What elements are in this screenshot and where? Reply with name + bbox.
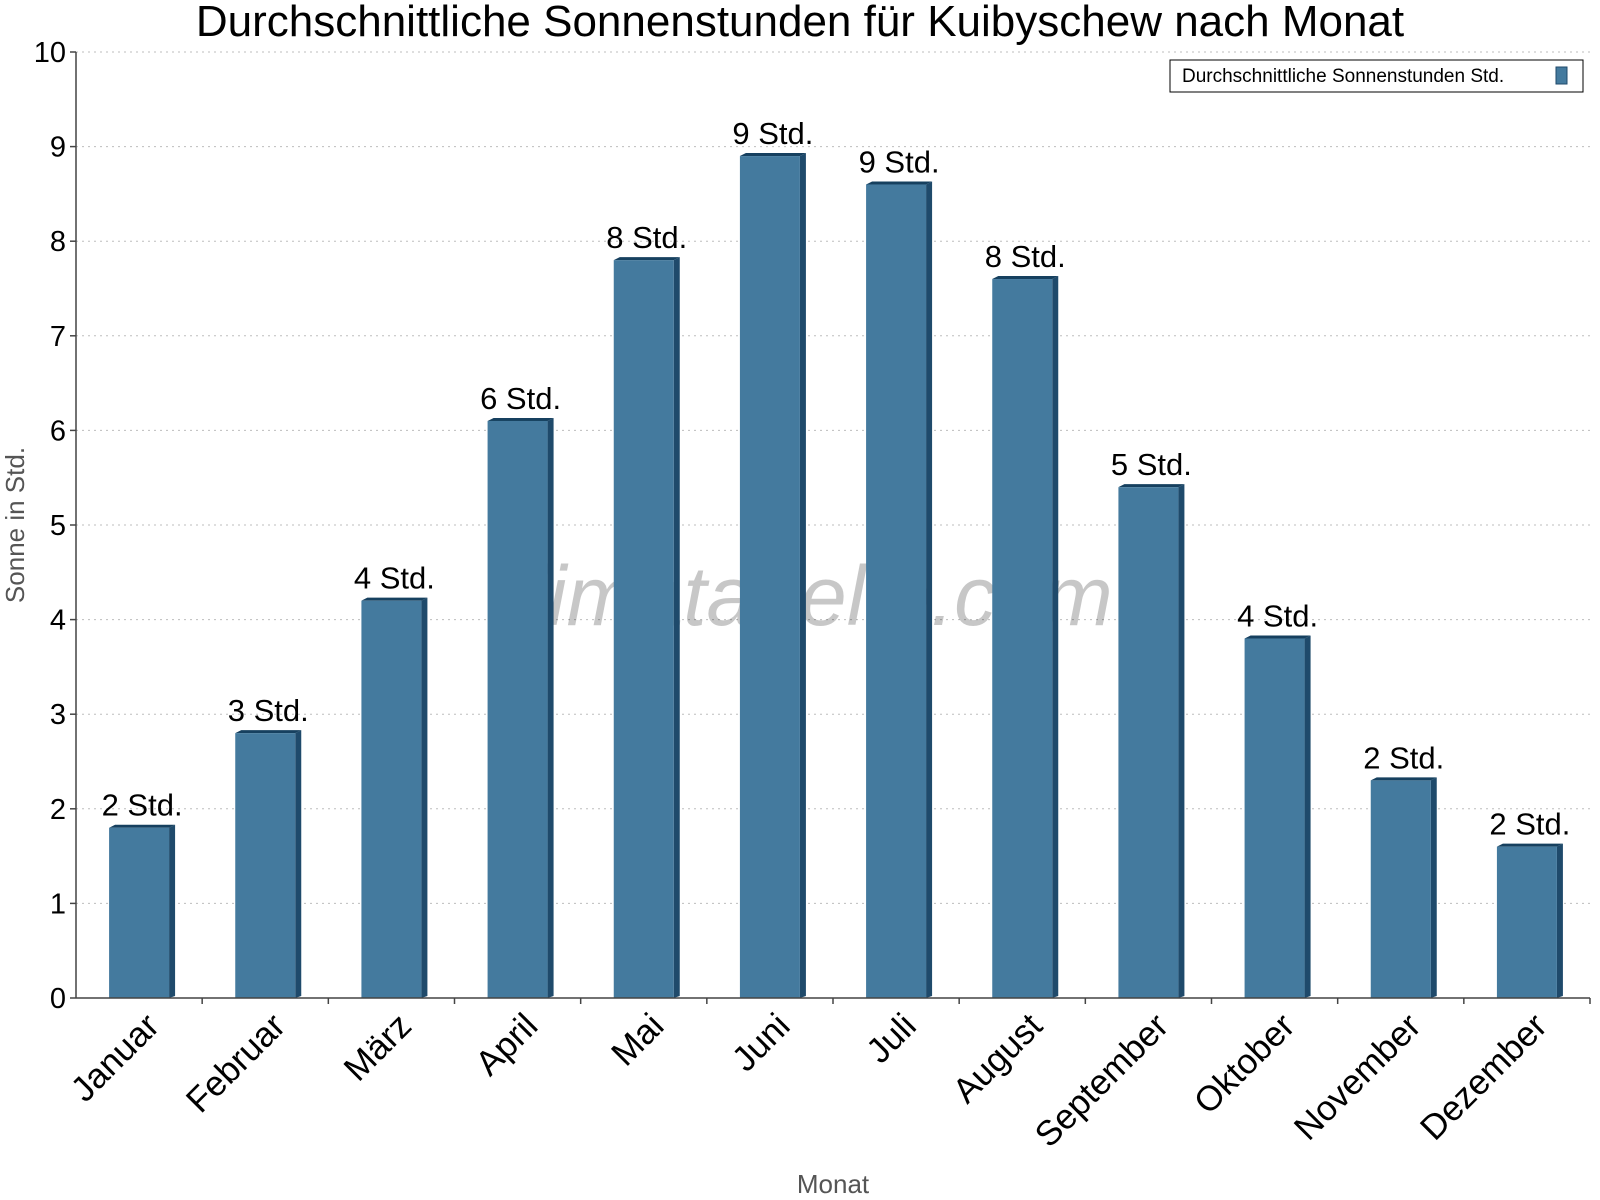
chart-title: Durchschnittliche Sonnenstunden für Kuib… [196, 0, 1404, 46]
bar-front [235, 733, 296, 998]
x-tick-label: Februar [179, 1006, 293, 1120]
bar-front [487, 420, 548, 998]
bar-1 [235, 730, 302, 998]
bar-top [1118, 484, 1185, 488]
x-axis-title: Monat [797, 1169, 870, 1199]
bar-10 [1370, 777, 1437, 998]
bar-top [1496, 843, 1563, 847]
data-label: 8 Std. [985, 239, 1066, 274]
data-label: 9 Std. [859, 144, 940, 179]
x-tick-label: Januar [63, 1006, 166, 1109]
bar-side [673, 257, 680, 998]
data-label: 3 Std. [228, 693, 309, 728]
bar-side [926, 181, 933, 998]
legend: Durchschnittliche Sonnenstunden Std. [1169, 59, 1584, 93]
x-tick-label: Dezember [1413, 1006, 1555, 1148]
x-tick-label: März [336, 1006, 419, 1089]
bar-side [1178, 484, 1185, 998]
y-tick-label: 2 [50, 794, 66, 826]
bar-front [1244, 638, 1305, 998]
bar-top [739, 153, 806, 157]
y-tick-label: 4 [50, 605, 66, 637]
x-tick-label: November [1287, 1006, 1429, 1148]
bar-4 [613, 257, 680, 998]
data-label: 5 Std. [1111, 447, 1192, 482]
bar-6 [866, 181, 933, 998]
bar-9 [1244, 635, 1311, 998]
bar-side [1304, 635, 1311, 998]
bar-top [1370, 777, 1437, 781]
bar-side [547, 417, 554, 998]
bar-side [1556, 843, 1563, 998]
bar-5 [739, 153, 806, 998]
bar-side [1052, 276, 1059, 998]
bar-front [866, 184, 927, 998]
bar-top [866, 181, 933, 185]
bar-front [1370, 780, 1431, 998]
bar-top [1244, 635, 1311, 639]
x-tick-label: September [1027, 1006, 1176, 1155]
bar-2 [361, 597, 428, 998]
bar-front [109, 827, 170, 998]
bar-side [1430, 777, 1437, 998]
bar-top [613, 257, 680, 261]
y-tick-label: 9 [50, 132, 66, 164]
bar-top [487, 417, 554, 421]
data-label: 2 Std. [102, 788, 183, 823]
bar-front [739, 156, 800, 998]
bar-3 [487, 417, 554, 998]
bar-side [295, 730, 302, 998]
y-tick-label: 3 [50, 699, 66, 731]
bar-front [1496, 846, 1557, 998]
bar-11 [1496, 843, 1563, 998]
data-label: 2 Std. [1363, 740, 1444, 775]
bar-0 [109, 824, 176, 998]
bar-side [169, 824, 176, 998]
x-tick-label: Juli [859, 1006, 924, 1071]
y-tick-label: 10 [34, 37, 66, 69]
bar-side [421, 597, 428, 998]
bar-front [1118, 487, 1179, 998]
x-tick-label: April [468, 1006, 545, 1083]
bar-top [235, 730, 302, 734]
x-tick-label: Mai [604, 1006, 671, 1073]
data-label: 4 Std. [354, 561, 435, 596]
legend-swatch [1555, 66, 1568, 85]
y-tick-label: 6 [50, 415, 66, 447]
x-axis-ticks: Januar Februar März April Mai Juni Juli AugustS… [63, 998, 1591, 1155]
bar-side [799, 153, 806, 998]
data-label: 2 Std. [1489, 807, 1570, 842]
bars [109, 153, 1563, 998]
bar-top [109, 824, 176, 828]
data-label: 8 Std. [606, 220, 687, 255]
y-tick-label: 5 [50, 510, 66, 542]
y-tick-label: 0 [50, 983, 66, 1015]
data-label: 4 Std. [1237, 599, 1318, 634]
bar-top [361, 597, 428, 601]
grid-lines [76, 51, 1590, 904]
data-label: 9 Std. [732, 116, 813, 151]
y-tick-label: 7 [50, 321, 66, 353]
data-labels: 2 Std. 3 Std. 4 Std. 6 Std. 8 Std. 9 Std. 9 St… [102, 116, 1571, 842]
y-axis-ticks: 0 1 2 3 4 5 6 7 8 9 10 [34, 37, 76, 1015]
y-tick-label: 1 [50, 888, 66, 920]
data-label: 6 Std. [480, 381, 561, 416]
legend-label: Durchschnittliche Sonnenstunden Std. [1182, 66, 1504, 87]
x-tick-label: Juni [725, 1006, 798, 1079]
y-tick-label: 8 [50, 226, 66, 258]
x-tick-label: Oktober [1187, 1006, 1303, 1122]
bar-top [992, 276, 1059, 280]
x-tick-label: August [945, 1006, 1050, 1111]
bar-front [613, 260, 674, 998]
bar-front [361, 600, 422, 998]
bar-7 [992, 276, 1059, 998]
bar-front [992, 279, 1053, 998]
y-axis-title: Sonne in Std. [0, 447, 30, 603]
legend-box [1169, 59, 1584, 93]
bar-8 [1118, 484, 1185, 998]
